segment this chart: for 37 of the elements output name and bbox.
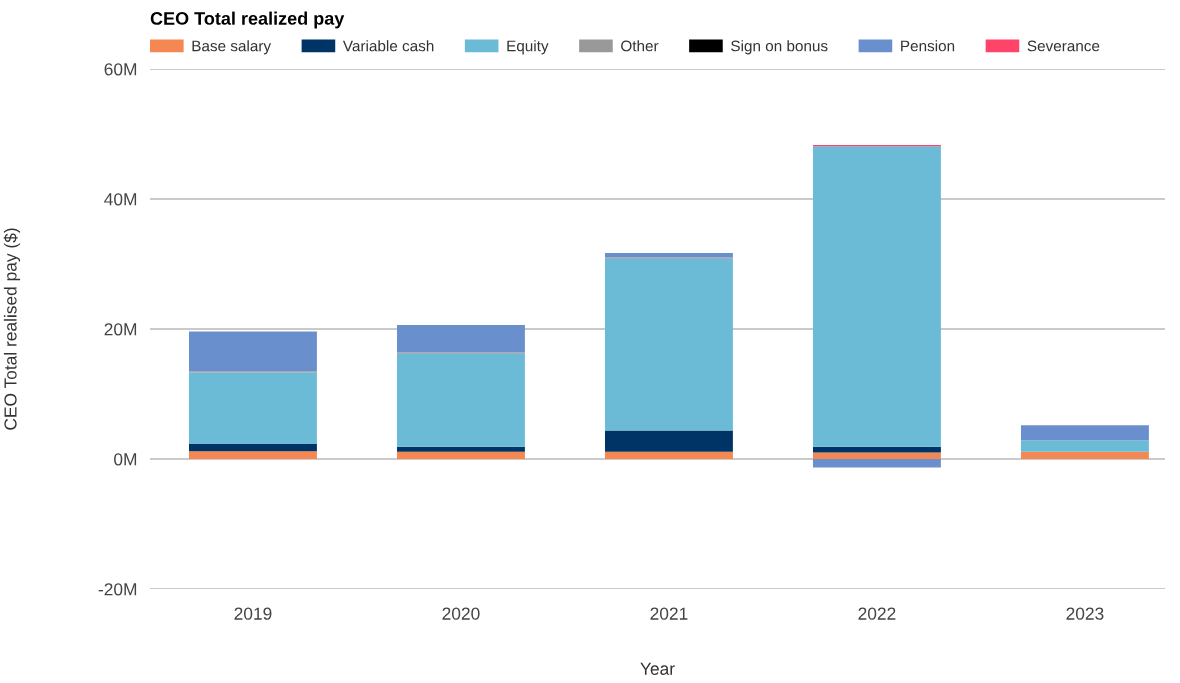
chart-title: CEO Total realized pay	[150, 11, 345, 29]
legend-label: Base salary	[192, 40, 272, 55]
bar	[1020, 451, 1149, 459]
bar	[812, 452, 941, 459]
x-tick-label: 2023	[1066, 607, 1104, 620]
bar	[396, 325, 525, 353]
bar	[812, 146, 941, 447]
y-tick-label: -20M	[98, 583, 137, 596]
x-tick-label: 2021	[650, 607, 688, 620]
legend-label: Severance	[1027, 40, 1100, 52]
x-tick-label: 2019	[234, 607, 272, 620]
bar	[604, 258, 733, 431]
bar	[189, 331, 317, 372]
bar	[189, 372, 317, 445]
x-axis-title: Year	[640, 662, 675, 675]
legend-label: Sign on bonus	[731, 40, 828, 55]
bar	[1020, 425, 1149, 441]
x-tick-label: 2022	[858, 607, 896, 620]
bar	[396, 353, 525, 447]
legend-label: Other	[621, 40, 659, 52]
legend-label: Equity	[507, 40, 549, 55]
y-axis-title: CEO Total realised pay ($)	[3, 228, 21, 430]
y-tick-label: 60M	[104, 63, 137, 76]
y-tick-label: 40M	[104, 193, 137, 206]
bar	[812, 459, 941, 468]
bar	[189, 444, 317, 452]
bar	[396, 451, 525, 459]
y-tick-label: 20M	[104, 323, 137, 336]
bar	[1020, 440, 1149, 452]
bar	[396, 446, 525, 452]
y-tick-label: 0M	[114, 453, 137, 466]
bar	[604, 430, 733, 452]
legend-label: Pension	[901, 40, 955, 52]
x-tick-label: 2020	[442, 607, 480, 620]
bar	[189, 451, 317, 459]
bar	[604, 451, 733, 459]
legend-label: Variable cash	[342, 40, 434, 52]
